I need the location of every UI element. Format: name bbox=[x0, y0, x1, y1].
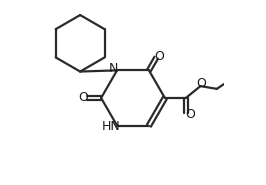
Text: O: O bbox=[78, 91, 88, 105]
Text: N: N bbox=[109, 62, 118, 75]
Text: O: O bbox=[155, 51, 164, 63]
Text: HN: HN bbox=[102, 120, 120, 133]
Text: O: O bbox=[185, 108, 195, 121]
Text: O: O bbox=[197, 77, 206, 90]
